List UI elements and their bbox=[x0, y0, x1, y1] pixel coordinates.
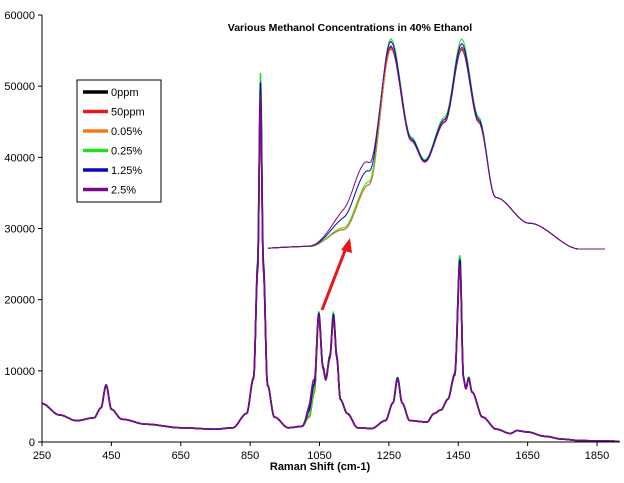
x-tick-label: 650 bbox=[172, 450, 190, 462]
inset-line-50ppm bbox=[267, 48, 605, 250]
x-tick-label: 450 bbox=[102, 450, 120, 462]
y-tick-label: 40000 bbox=[4, 152, 35, 164]
x-tick-label: 1450 bbox=[446, 450, 470, 462]
y-tick-label: 0 bbox=[29, 437, 35, 449]
axes: 0 10000 20000 30000 40000 50000 60000 250 450 65… bbox=[4, 10, 620, 462]
inset-line-005 bbox=[267, 47, 605, 250]
legend-label: 0.25% bbox=[111, 146, 142, 158]
inset-line-125 bbox=[267, 40, 605, 250]
x-axis-title: Raman Shift (cm-1) bbox=[270, 461, 371, 473]
y-tick-label: 30000 bbox=[4, 224, 35, 236]
inset-pointer-arrow bbox=[320, 238, 352, 311]
legend-box bbox=[76, 79, 162, 203]
inset-zoom-series-group bbox=[267, 37, 605, 250]
chart-title: Various Methanol Concentrations in 40% E… bbox=[228, 22, 473, 34]
x-axis-ticks: 250 450 650 850 1050 1250 1450 1650 1850 bbox=[33, 442, 609, 462]
legend: 0ppm 50ppm 0.05% 0.25% 1.25% 2.5% bbox=[76, 79, 162, 203]
arrow-shaft bbox=[320, 247, 348, 311]
inset-line-025 bbox=[267, 37, 605, 250]
inset-line-25 bbox=[267, 45, 605, 250]
y-axis-ticks: 0 10000 20000 30000 40000 50000 60000 bbox=[4, 10, 42, 449]
legend-label: 1.25% bbox=[111, 165, 142, 177]
x-tick-label: 1850 bbox=[585, 450, 609, 462]
legend-label: 50ppm bbox=[111, 107, 145, 119]
legend-label: 0.05% bbox=[111, 126, 142, 138]
y-tick-label: 60000 bbox=[4, 10, 35, 22]
y-tick-label: 50000 bbox=[4, 81, 35, 93]
legend-label: 0ppm bbox=[111, 87, 139, 99]
inset-line-0ppm bbox=[267, 46, 605, 250]
y-tick-label: 10000 bbox=[4, 366, 35, 378]
arrow-head bbox=[341, 238, 352, 253]
legend-label: 2.5% bbox=[111, 185, 136, 197]
x-tick-label: 1050 bbox=[307, 450, 331, 462]
x-tick-label: 1250 bbox=[377, 450, 401, 462]
x-tick-label: 1650 bbox=[515, 450, 539, 462]
spectrum-line-25 bbox=[41, 94, 620, 443]
spectrum-series-group bbox=[41, 72, 620, 443]
x-tick-label: 250 bbox=[33, 450, 51, 462]
y-tick-label: 20000 bbox=[4, 295, 35, 307]
x-tick-label: 850 bbox=[241, 450, 259, 462]
